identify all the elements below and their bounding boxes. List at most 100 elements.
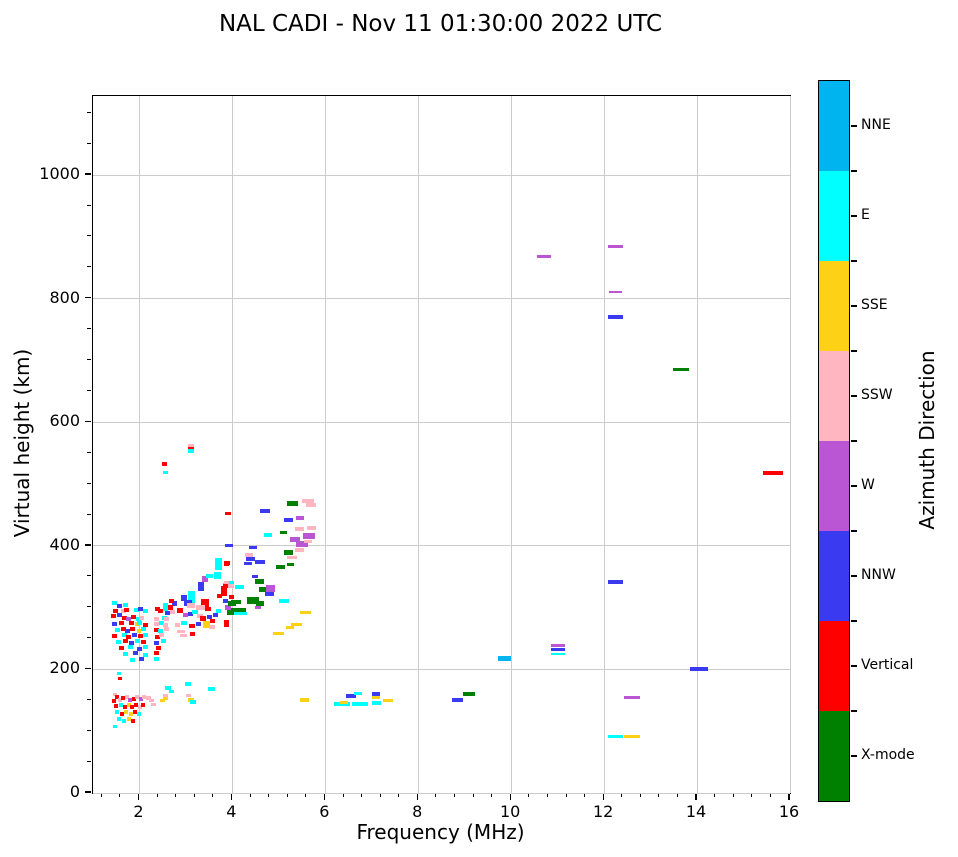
data-mark-vertical <box>119 645 125 650</box>
colorbar-boundary-tick-1 <box>850 170 857 172</box>
data-mark-e <box>122 651 128 656</box>
data-mark-sse <box>123 710 128 715</box>
data-mark-nnw <box>117 613 123 618</box>
x-minor-tick-1.6 <box>119 793 121 797</box>
data-mark-vertical <box>132 710 137 715</box>
colorbar-boundary-tick-2 <box>850 260 857 262</box>
gridline-x-8 <box>417 96 419 793</box>
colorbar-boundary-tick-7 <box>850 710 857 712</box>
data-mark-nnw <box>195 622 201 627</box>
data-mark-sse <box>273 632 285 636</box>
data-mark-sse <box>163 696 169 700</box>
data-mark-e <box>114 627 120 632</box>
gridline-x-12 <box>603 96 605 793</box>
data-mark-nnw <box>608 579 624 584</box>
data-mark-vertical <box>138 634 144 639</box>
data-mark-vertical <box>140 639 146 644</box>
data-mark-vertical <box>153 650 159 655</box>
y-tick-label-800: 800 <box>49 287 80 307</box>
data-mark-x-mode <box>226 610 234 616</box>
data-mark-x-mode <box>258 586 268 592</box>
data-mark-nnw <box>224 543 233 547</box>
data-mark-e <box>161 616 167 621</box>
data-mark-vertical <box>223 560 230 565</box>
colorbar-segment-nne <box>819 81 849 171</box>
data-mark-sse <box>300 611 312 615</box>
data-mark-e <box>127 644 133 649</box>
data-mark-vertical <box>221 589 228 596</box>
data-mark-e <box>162 602 168 607</box>
data-mark-e <box>333 702 350 707</box>
data-mark-vertical <box>122 638 128 643</box>
x-minor-tick-4.8 <box>268 793 270 797</box>
data-mark-vertical <box>142 622 148 627</box>
data-mark-e <box>129 658 135 663</box>
data-mark-nnw <box>180 594 187 601</box>
data-mark-x-mode <box>228 601 237 607</box>
data-mark-ssw <box>303 540 312 543</box>
data-mark-w <box>536 255 551 259</box>
data-mark-nnw <box>139 656 145 661</box>
data-mark-ssw <box>153 621 159 626</box>
data-mark-nnw <box>138 606 144 611</box>
y-minor-tick-900 <box>87 235 91 237</box>
data-mark-e <box>158 629 164 634</box>
x-tick-label-8: 8 <box>412 802 423 821</box>
data-mark-vertical <box>130 705 135 710</box>
x-minor-tick-10.4 <box>528 793 530 797</box>
data-mark-e <box>153 656 159 661</box>
y-tick-label-0: 0 <box>69 782 80 801</box>
data-mark-x-mode <box>254 579 264 585</box>
data-mark-ssw <box>295 548 305 553</box>
data-mark-vertical <box>187 446 194 450</box>
data-mark-ssw <box>306 503 317 508</box>
data-mark-nnw <box>372 692 381 697</box>
data-mark-e <box>137 711 141 716</box>
data-mark-vertical <box>121 616 127 621</box>
data-mark-e <box>162 471 168 475</box>
x-minor-tick-10.8 <box>546 793 548 797</box>
data-mark-e <box>192 609 199 614</box>
y-minor-tick-850 <box>87 266 91 268</box>
data-mark-nnw <box>133 650 139 655</box>
y-tick-label-1000: 1000 <box>39 164 80 184</box>
data-mark-vertical <box>119 711 124 716</box>
data-mark-e <box>134 638 140 643</box>
y-tick-800 <box>84 297 91 299</box>
data-mark-sse <box>137 629 141 634</box>
data-mark-nnw <box>223 598 229 603</box>
data-mark-ssw <box>208 625 215 630</box>
x-minor-tick-5.2 <box>286 793 288 797</box>
x-tick-10 <box>509 793 511 800</box>
data-mark-e <box>207 687 215 692</box>
data-mark-sse <box>286 625 295 629</box>
data-mark-ssw <box>185 693 191 697</box>
x-minor-tick-3.6 <box>212 793 214 797</box>
y-tick-label-400: 400 <box>49 534 80 554</box>
colorbar-segment-sse <box>819 261 849 351</box>
data-mark-w <box>295 516 304 521</box>
data-mark-e <box>214 571 222 579</box>
data-mark-x-mode <box>247 596 260 604</box>
x-minor-tick-12.4 <box>621 793 623 797</box>
data-mark-nnw <box>689 667 708 672</box>
colorbar-label-ssw: SSW <box>861 387 893 403</box>
data-mark-vertical <box>190 631 196 636</box>
data-mark-vertical <box>224 511 231 515</box>
data-mark-ssw <box>159 632 165 637</box>
gridline-x-2 <box>138 96 140 793</box>
data-mark-e <box>118 702 123 707</box>
data-mark-ssw <box>153 616 159 621</box>
colorbar-segment-e <box>819 171 849 261</box>
colorbar-label-x-mode: X-mode <box>861 747 915 763</box>
data-mark-e <box>117 716 122 721</box>
data-mark-sse <box>291 622 303 626</box>
data-mark-vertical <box>130 626 136 631</box>
data-mark-nnw <box>136 647 142 652</box>
data-mark-nnw <box>188 611 194 616</box>
colorbar-label-vertical: Vertical <box>861 657 914 673</box>
data-mark-nnw <box>206 614 212 619</box>
data-mark-vertical <box>155 645 161 650</box>
colorbar-tick-nne <box>850 125 857 127</box>
